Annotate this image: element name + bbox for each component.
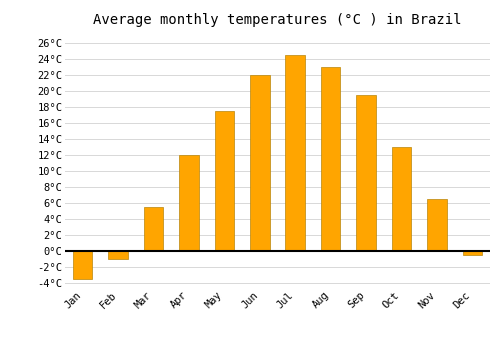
Bar <box>108 251 128 259</box>
Bar <box>286 55 305 251</box>
Bar <box>144 207 164 251</box>
Bar <box>427 199 446 251</box>
Bar <box>321 67 340 251</box>
Bar <box>356 95 376 251</box>
Bar <box>73 251 92 279</box>
Bar <box>250 75 270 251</box>
Bar <box>392 147 411 251</box>
Title: Average monthly temperatures (°C ) in Brazil: Average monthly temperatures (°C ) in Br… <box>93 13 462 27</box>
Bar <box>462 251 482 255</box>
Bar <box>179 155 199 251</box>
Bar <box>214 111 234 251</box>
